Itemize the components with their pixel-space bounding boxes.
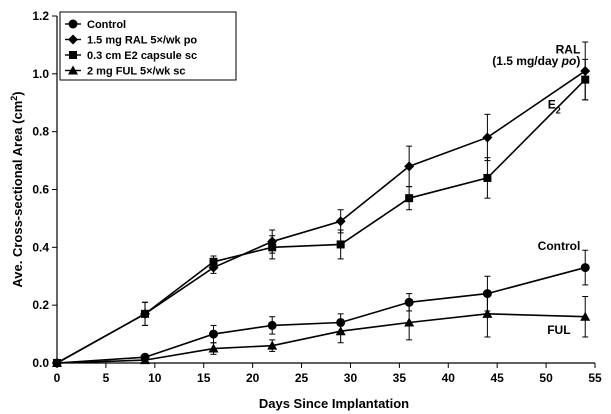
data-point-square: [141, 309, 150, 318]
data-point-circle: [267, 320, 277, 330]
annotation-text: (1.5 mg/day: [492, 54, 561, 68]
y-tick-label: 0.6: [32, 183, 49, 197]
annotations: RAL(1.5 mg/day po) E2 Control FUL: [492, 43, 580, 337]
series-line-square: [56, 79, 586, 364]
annotation-text: RAL: [556, 43, 581, 57]
data-point-square: [336, 240, 345, 249]
y-tick-label: 0.4: [32, 240, 49, 254]
annotation-text: E: [548, 98, 556, 112]
annotation-text: Control: [538, 239, 581, 253]
x-tick-label: 0: [54, 371, 61, 385]
data-point-diamond: [482, 132, 493, 143]
annotation-text: FUL: [547, 323, 570, 337]
data-point-triangle: [140, 355, 151, 365]
data-point-diamond: [580, 65, 591, 76]
series-line-triangle: [56, 313, 586, 364]
annotation-ful: FUL: [547, 323, 570, 337]
legend-box: [59, 11, 237, 81]
data-point-square: [209, 257, 218, 266]
data-point-square: [483, 173, 492, 182]
y-axis-title: Ave. Cross-sectional Area (cm2): [9, 91, 25, 287]
data-point-triangle: [267, 340, 278, 350]
x-tick-label: 20: [246, 371, 260, 385]
data-point-triangle: [52, 358, 62, 367]
annotation-subscript: 2: [556, 106, 561, 116]
data-point-triangle: [482, 308, 493, 318]
data-point-triangle: [404, 317, 415, 327]
legend-label: 0.3 cm E2 capsule sc: [87, 50, 197, 62]
y-axis-title-sup: 2: [9, 96, 19, 101]
data-point-circle: [580, 263, 590, 273]
data-point-diamond: [335, 216, 346, 227]
legend-marker-square: [69, 51, 77, 59]
y-tick-label: 0.8: [32, 125, 49, 139]
x-tick-label: 50: [539, 371, 553, 385]
annotation-italic: po: [561, 54, 577, 68]
axes: 0 5 10 15 20 25 30 35 40 45 50 55 0.0 0.2 0.4 0.6 0.8 1.0…: [9, 9, 602, 411]
data-point-diamond: [404, 161, 415, 172]
legend-entry: 2 mg FUL 5×/wk sc: [65, 65, 186, 78]
legend-marker-diamond: [68, 34, 78, 45]
legend-entry: Control: [65, 19, 126, 31]
data-point-square: [581, 75, 590, 84]
x-tick-label: 30: [344, 371, 358, 385]
y-tick-label: 0.2: [32, 298, 49, 312]
annotation-control: Control: [538, 239, 581, 253]
y-axis-title-close: ): [10, 91, 25, 95]
x-axis-title: Days Since Implantation: [259, 396, 409, 411]
legend-label: 1.5 mg RAL 5×/wk po: [87, 35, 197, 47]
annotation-ral: RAL: [556, 43, 581, 57]
data-point-square: [405, 194, 414, 203]
annotation-e2: E2: [548, 98, 561, 116]
legend: Control 1.5 mg RAL 5×/wk po 0.3 cm E2 caps…: [59, 11, 237, 81]
legend-marker-circle: [68, 19, 78, 29]
annotation-ral-dose: (1.5 mg/day po): [492, 54, 580, 68]
series-lines: [56, 70, 586, 364]
data-point-triangle: [208, 343, 219, 353]
x-tick-label: 40: [442, 371, 456, 385]
x-tick-label: 10: [148, 371, 162, 385]
legend-entry: 1.5 mg RAL 5×/wk po: [65, 34, 197, 47]
x-tick-label: 35: [393, 371, 407, 385]
annotation-text-end: ): [576, 54, 580, 68]
legend-entry: 0.3 cm E2 capsule sc: [65, 50, 197, 62]
x-tick-label: 45: [491, 371, 505, 385]
x-tick-label: 5: [103, 371, 110, 385]
series-line-circle: [56, 266, 586, 364]
x-tick-label: 55: [588, 371, 602, 385]
y-tick-label: 1.2: [32, 9, 49, 23]
legend-label: 2 mg FUL 5×/wk sc: [87, 66, 186, 78]
x-tick-label: 15: [197, 371, 211, 385]
data-point-circle: [482, 289, 492, 299]
y-axis-title-main: Ave. Cross-sectional Area (cm: [10, 101, 25, 288]
data-point-circle: [404, 297, 414, 307]
data-point-triangle: [335, 326, 346, 336]
series-markers: [52, 65, 591, 368]
data-point-square: [268, 243, 277, 252]
legend-label: Control: [87, 19, 126, 31]
data-point-circle: [209, 329, 219, 339]
y-tick-label: 0.0: [32, 356, 49, 370]
data-point-triangle: [580, 311, 591, 321]
legend-marker-triangle: [68, 65, 78, 75]
data-point-circle: [336, 318, 346, 328]
x-tick-label: 25: [295, 371, 309, 385]
y-tick-label: 1.0: [32, 67, 49, 81]
